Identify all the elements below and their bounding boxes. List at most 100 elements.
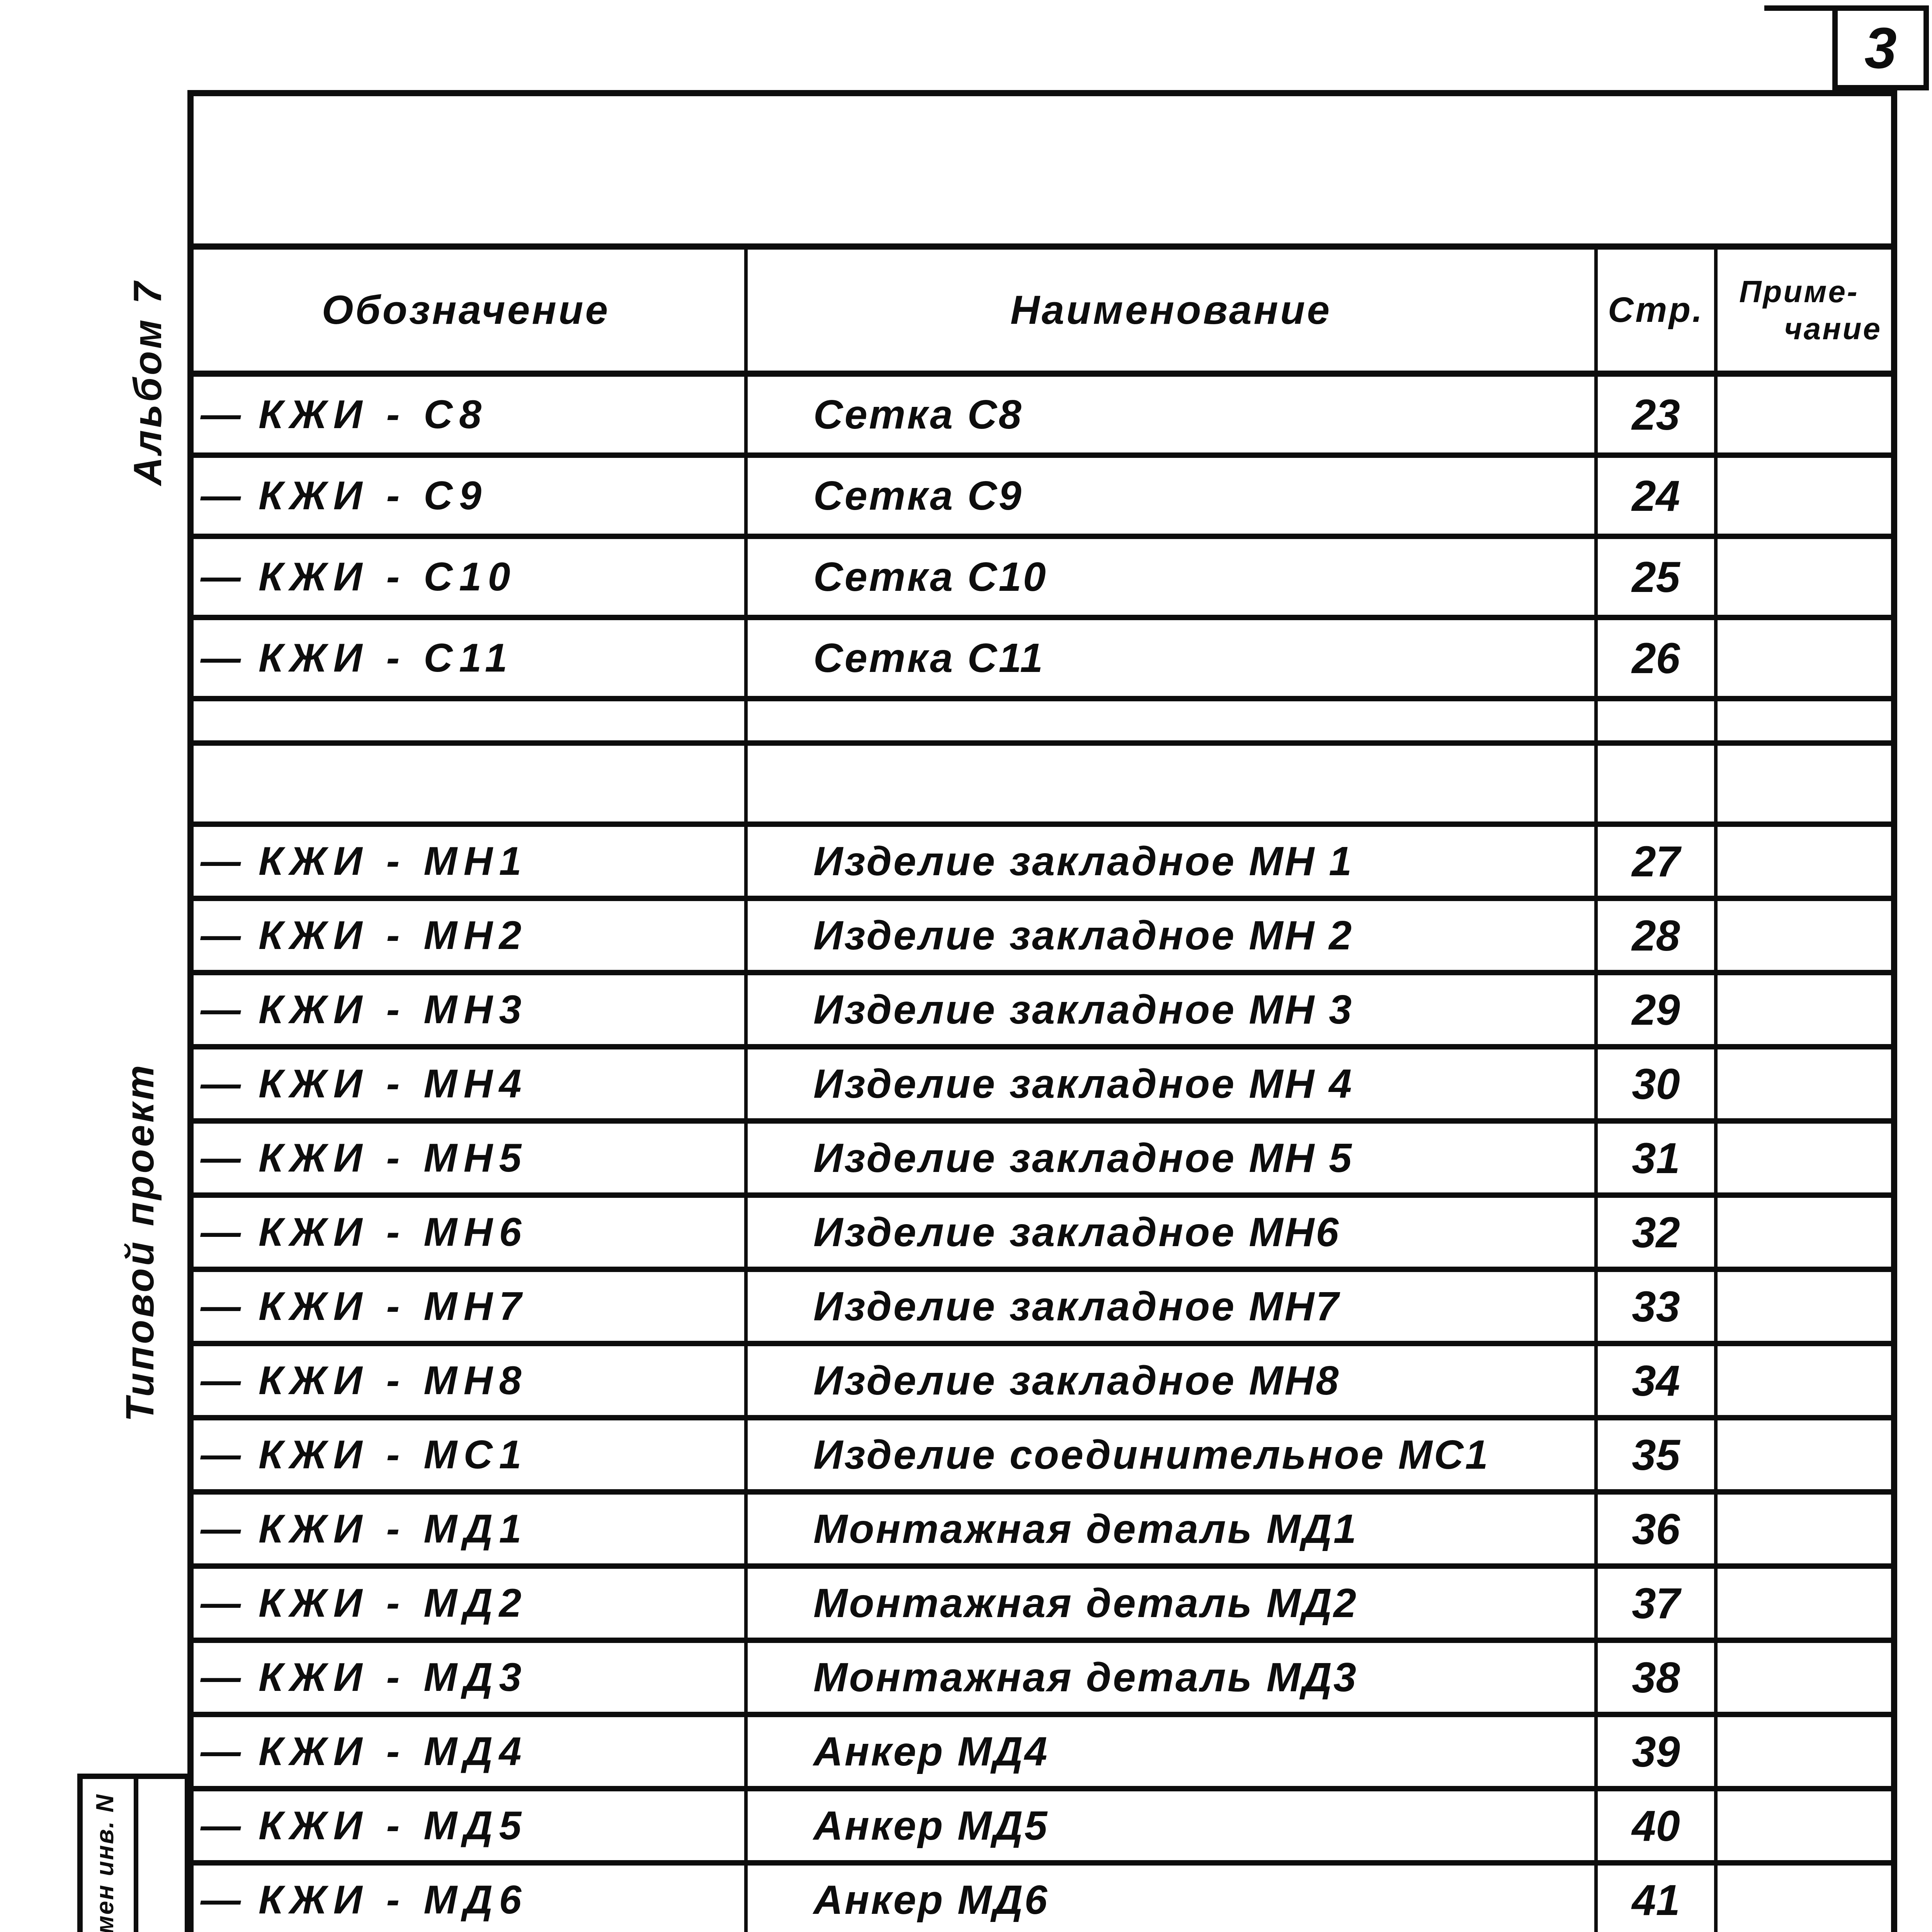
table-row: — КЖИ - МН1 Изделие закладное МН 1 27 bbox=[187, 827, 1897, 901]
table-row: — КЖИ - МН8 Изделие закладное МН8 34 bbox=[187, 1346, 1897, 1420]
row-designation: КЖИ - МН4 bbox=[259, 1061, 528, 1106]
row-dash: — bbox=[201, 987, 241, 1032]
margin-box-divider bbox=[134, 1779, 138, 1932]
row-name-cell: Изделие закладное МН6 bbox=[748, 1198, 1598, 1267]
row-name: Анкер МД6 bbox=[813, 1877, 1049, 1923]
margin-box-vzamen bbox=[77, 1774, 190, 1932]
row-designation: КЖИ - МД4 bbox=[259, 1729, 528, 1774]
row-page-cell: 28 bbox=[1598, 901, 1718, 970]
table-row: — КЖИ - С8 Сетка С8 23 bbox=[187, 377, 1897, 458]
row-dash: — bbox=[201, 1580, 241, 1626]
row-designation: КЖИ - МС1 bbox=[259, 1432, 528, 1477]
row-note-cell bbox=[1718, 1198, 1897, 1267]
row-name-cell: Анкер МД4 bbox=[748, 1717, 1598, 1786]
row-page-cell: 38 bbox=[1598, 1643, 1718, 1712]
row-page-number: 39 bbox=[1632, 1727, 1680, 1776]
table-row: — КЖИ - МН6 Изделие закладное МН6 32 bbox=[187, 1198, 1897, 1272]
row-page-number: 24 bbox=[1632, 471, 1680, 520]
row-name-cell: Сетка С9 bbox=[748, 458, 1598, 534]
row-page-number: 30 bbox=[1632, 1060, 1680, 1108]
row-page-cell: 29 bbox=[1598, 975, 1718, 1044]
row-note-cell bbox=[1718, 458, 1897, 534]
row-designation: КЖИ - МН3 bbox=[259, 987, 528, 1032]
row-page-cell: 27 bbox=[1598, 827, 1718, 896]
row-page-number: 38 bbox=[1632, 1653, 1680, 1702]
vzamen-inv-label: Взамен инв. N bbox=[91, 1793, 119, 1932]
row-page-cell: 40 bbox=[1598, 1791, 1718, 1860]
row-note-cell bbox=[1718, 1420, 1897, 1489]
row-designation: КЖИ - МН8 bbox=[259, 1358, 528, 1403]
row-note-cell bbox=[1718, 1495, 1897, 1563]
row-name: Изделие соединительное МС1 bbox=[813, 1432, 1490, 1478]
row-designation-cell bbox=[187, 701, 748, 740]
row-designation-cell: — КЖИ - МД3 bbox=[187, 1643, 748, 1712]
row-page-cell: 36 bbox=[1598, 1495, 1718, 1563]
row-page-number: 41 bbox=[1632, 1876, 1680, 1924]
row-name-cell: Изделие соединительное МС1 bbox=[748, 1420, 1598, 1489]
row-designation-cell: — КЖИ - МН3 bbox=[187, 975, 748, 1044]
row-dash: — bbox=[201, 1877, 241, 1922]
row-name-cell: Изделие закладное МН 5 bbox=[748, 1124, 1598, 1192]
row-designation: КЖИ - МД3 bbox=[259, 1655, 528, 1700]
row-designation-cell: — КЖИ - МД2 bbox=[187, 1569, 748, 1638]
row-designation: КЖИ - МД1 bbox=[259, 1506, 528, 1551]
album-margin-label: Альбом 7 bbox=[126, 279, 170, 486]
row-note-cell bbox=[1718, 1717, 1897, 1786]
row-note-cell bbox=[1718, 827, 1897, 896]
row-designation-cell: — КЖИ - МН5 bbox=[187, 1124, 748, 1192]
row-note-cell bbox=[1718, 1866, 1897, 1932]
header-designation: Обозначение bbox=[187, 250, 748, 371]
row-name: Сетка С11 bbox=[813, 635, 1044, 681]
row-note-cell bbox=[1718, 975, 1897, 1044]
row-page-number: 25 bbox=[1632, 553, 1680, 601]
row-dash: — bbox=[201, 1803, 241, 1848]
row-designation-cell: — КЖИ - МД5 bbox=[187, 1791, 748, 1860]
table-header-row: Обозначение Наименование Стр. Приме- чан… bbox=[187, 243, 1897, 377]
row-name: Изделие закладное МН 1 bbox=[813, 838, 1354, 884]
row-note-cell bbox=[1718, 1346, 1897, 1415]
row-designation: КЖИ - МН2 bbox=[259, 913, 528, 958]
row-designation-cell: — КЖИ - МД4 bbox=[187, 1717, 748, 1786]
sheet-number-box: 3 bbox=[1832, 5, 1929, 90]
row-page-cell: 25 bbox=[1598, 539, 1718, 615]
row-page-cell: 33 bbox=[1598, 1272, 1718, 1341]
row-designation: КЖИ - МД5 bbox=[259, 1803, 528, 1848]
table-row: — КЖИ - С9 Сетка С9 24 bbox=[187, 458, 1897, 539]
row-dash: — bbox=[201, 1135, 241, 1180]
row-designation-cell: — КЖИ - С11 bbox=[187, 620, 748, 696]
row-dash: — bbox=[201, 1432, 241, 1477]
row-designation: КЖИ - С8 bbox=[259, 392, 488, 437]
row-page-number: 40 bbox=[1632, 1801, 1680, 1850]
header-note-line1: Приме- bbox=[1739, 274, 1859, 309]
table-row: — КЖИ - МН5 Изделие закладное МН 5 31 bbox=[187, 1124, 1897, 1198]
row-designation: КЖИ - МН5 bbox=[259, 1135, 528, 1180]
row-name-cell: Изделие закладное МН 3 bbox=[748, 975, 1598, 1044]
project-type-margin-label: Типовой проект bbox=[118, 1063, 162, 1422]
row-designation: КЖИ - МД6 bbox=[259, 1877, 528, 1922]
row-page-cell: 26 bbox=[1598, 620, 1718, 696]
row-name: Изделие закладное МН8 bbox=[813, 1357, 1340, 1403]
row-designation: КЖИ - МН1 bbox=[259, 838, 528, 884]
table-row: — КЖИ - МД1 Монтажная деталь МД1 36 bbox=[187, 1495, 1897, 1569]
row-name: Монтажная деталь МД2 bbox=[813, 1580, 1358, 1626]
row-note-cell bbox=[1718, 1049, 1897, 1118]
row-page-cell: 34 bbox=[1598, 1346, 1718, 1415]
row-designation: КЖИ - С10 bbox=[259, 554, 517, 599]
row-designation-cell: — КЖИ - С10 bbox=[187, 539, 748, 615]
corner-lead-line bbox=[1764, 5, 1834, 11]
row-designation-cell: — КЖИ - МН8 bbox=[187, 1346, 748, 1415]
row-name-cell: Сетка С8 bbox=[748, 377, 1598, 452]
row-name: Изделие закладное МН7 bbox=[813, 1283, 1340, 1329]
row-designation-cell: — КЖИ - МН2 bbox=[187, 901, 748, 970]
row-dash: — bbox=[201, 838, 241, 884]
table-row: — КЖИ - МД4 Анкер МД4 39 bbox=[187, 1717, 1897, 1791]
row-page-cell: 23 bbox=[1598, 377, 1718, 452]
row-name: Изделие закладное МН 5 bbox=[813, 1135, 1354, 1181]
table-rows: — КЖИ - С8 Сетка С8 23 — КЖИ - С9 Сетка С9 24 — К… bbox=[187, 377, 1897, 1932]
row-page-cell: 41 bbox=[1598, 1866, 1718, 1932]
table-row: — КЖИ - МС1 Изделие соединительное МС1 35 bbox=[187, 1420, 1897, 1495]
row-note-cell bbox=[1718, 1791, 1897, 1860]
table-row-empty bbox=[187, 746, 1897, 827]
row-designation: КЖИ - МД2 bbox=[259, 1580, 528, 1626]
